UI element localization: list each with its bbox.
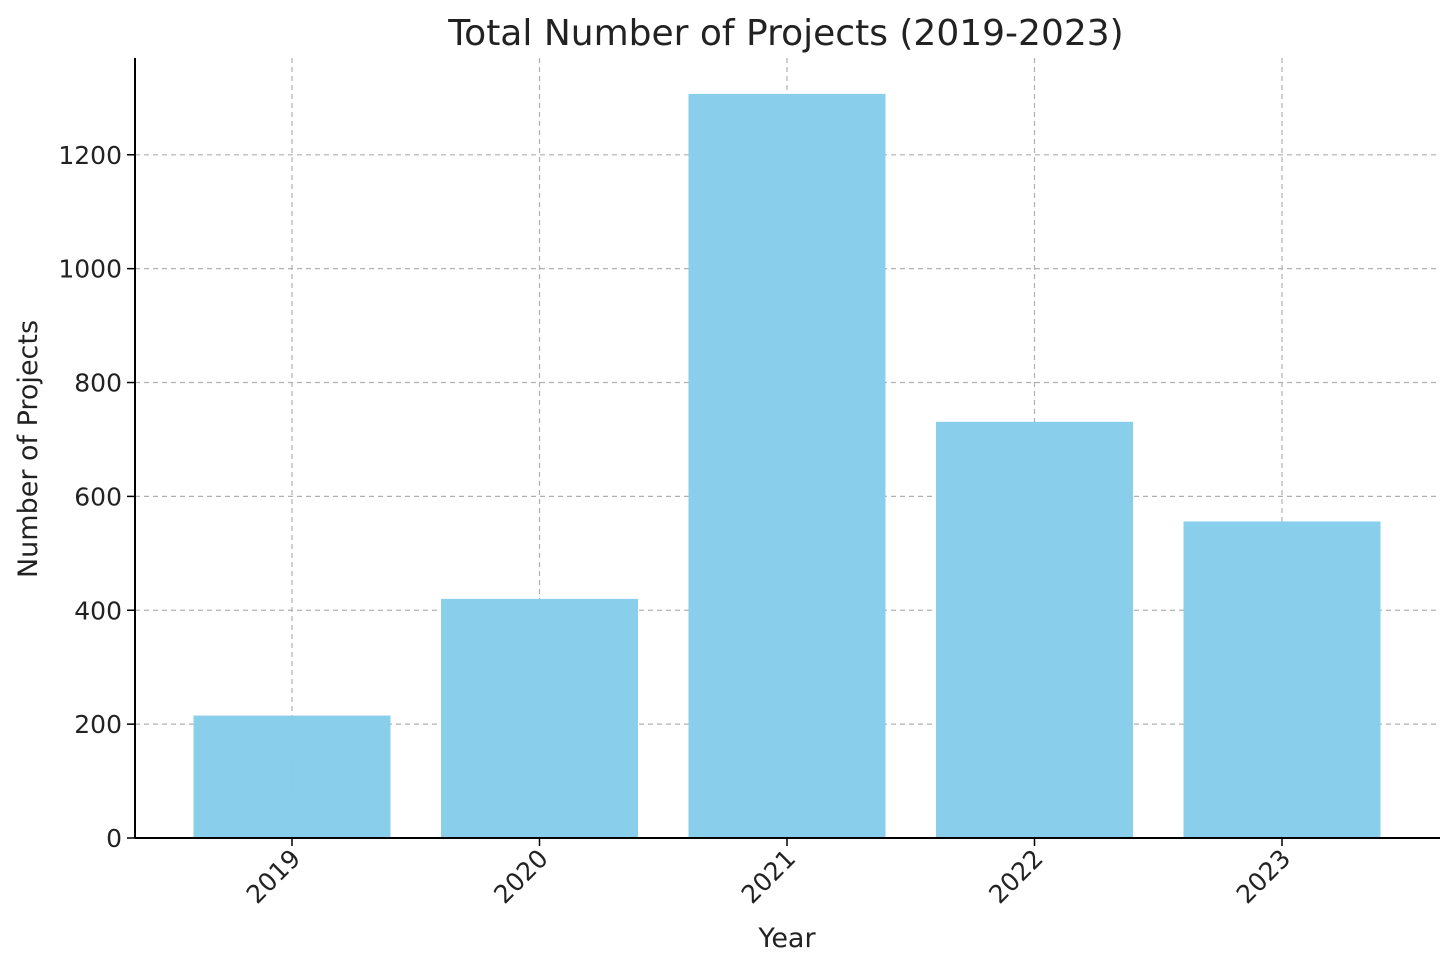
bar-2022 (936, 421, 1133, 838)
y-tick-label: 800 (74, 369, 122, 398)
bar-2023 (1183, 521, 1381, 838)
y-tick-label: 0 (106, 824, 122, 853)
x-tick-label: 2022 (983, 844, 1048, 909)
y-tick-label: 600 (74, 482, 122, 511)
x-tick-layer: 2019 2020 2021 2022 2023 (241, 838, 1296, 909)
x-tick-label: 2019 (241, 844, 306, 909)
y-tick-label: 1000 (58, 255, 122, 284)
y-axis-label: Number of Projects (13, 320, 44, 578)
bar-2021 (688, 93, 886, 839)
y-tick-layer: 0 200 400 600 800 1000 1200 (58, 141, 135, 853)
x-tick-label: 2021 (736, 844, 801, 909)
x-tick-label: 2023 (1231, 844, 1296, 909)
bar-2019 (193, 715, 391, 838)
y-tick-label: 1200 (58, 141, 122, 170)
y-tick-label: 400 (74, 596, 122, 625)
x-axis-label: Year (757, 923, 816, 954)
y-tick-label: 200 (74, 710, 122, 739)
bar-2020 (441, 598, 638, 838)
chart-title: Total Number of Projects (2019-2023) (447, 13, 1123, 54)
x-tick-label: 2020 (488, 844, 553, 909)
bar-layer (193, 93, 1381, 839)
